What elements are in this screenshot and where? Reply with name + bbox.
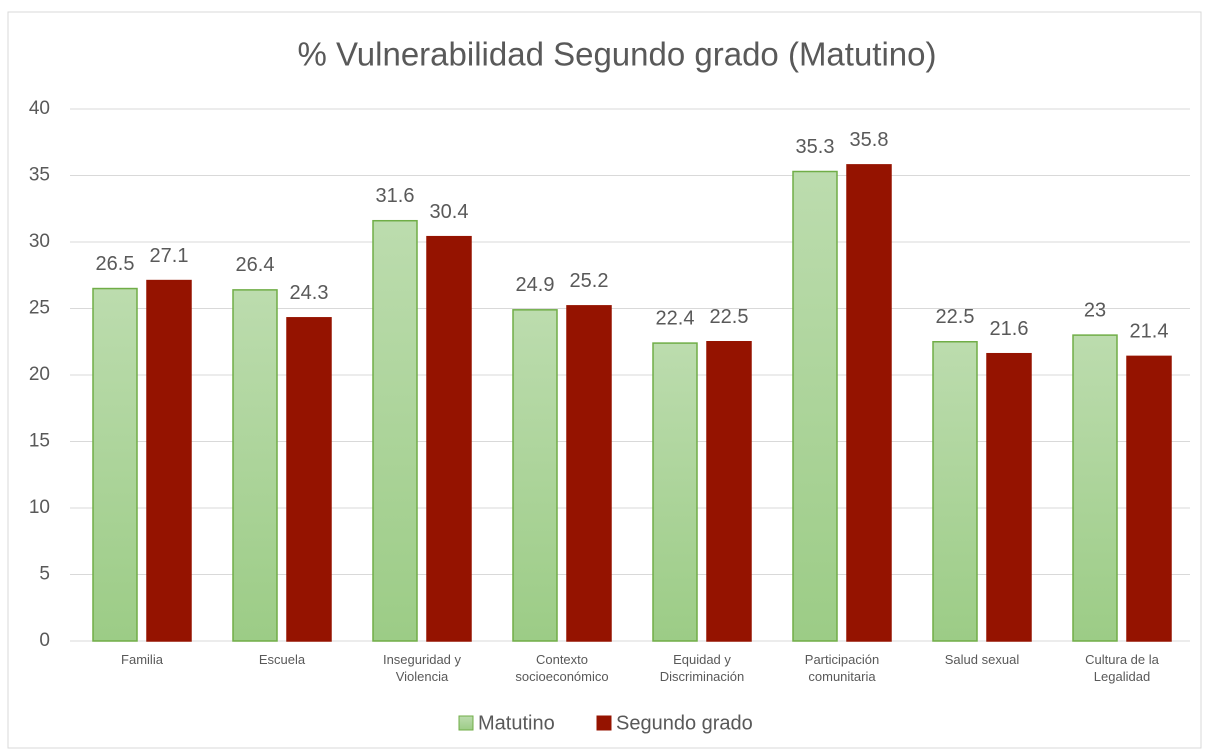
bar xyxy=(566,305,612,642)
value-label: 22.5 xyxy=(710,306,749,328)
y-tick-label: 0 xyxy=(39,630,50,651)
y-tick-label: 20 xyxy=(29,364,50,385)
legend-swatch xyxy=(458,715,474,731)
value-label: 35.3 xyxy=(796,136,835,158)
value-label: 21.4 xyxy=(1130,321,1169,343)
y-tick-label: 35 xyxy=(29,165,50,186)
bar xyxy=(286,317,332,642)
bar xyxy=(652,342,698,642)
bar xyxy=(512,309,558,642)
bar xyxy=(1126,355,1172,642)
bar xyxy=(986,352,1032,642)
y-tick-label: 40 xyxy=(29,98,50,119)
value-label: 22.4 xyxy=(656,307,695,329)
value-label: 24.3 xyxy=(290,282,329,304)
x-tick-label: Equidad y Discriminación xyxy=(659,652,745,684)
legend-swatch xyxy=(596,715,612,731)
bar xyxy=(92,287,138,642)
bar xyxy=(846,164,892,642)
y-tick-label: 10 xyxy=(29,497,50,518)
y-tick-label: 15 xyxy=(29,431,50,452)
legend-label: Matutino xyxy=(478,712,555,734)
value-label: 21.6 xyxy=(990,318,1029,340)
x-tick-label: Participación comunitaria xyxy=(804,652,880,684)
value-label: 23 xyxy=(1084,299,1106,321)
x-tick-label: Inseguridad y Violencia xyxy=(382,652,462,684)
x-tick-label: Escuela xyxy=(258,652,306,667)
x-tick-label: Contexto socioeconómico xyxy=(515,652,609,684)
value-label: 35.8 xyxy=(850,129,889,151)
value-label: 22.5 xyxy=(936,306,975,328)
bar xyxy=(1072,334,1118,642)
y-tick-label: 25 xyxy=(29,298,50,319)
bar xyxy=(372,219,418,642)
x-tick-label: Familia xyxy=(121,652,163,667)
value-label: 26.4 xyxy=(236,254,275,276)
bar xyxy=(146,279,192,642)
y-tick-label: 30 xyxy=(29,231,50,252)
bar xyxy=(792,170,838,642)
bar xyxy=(932,341,978,642)
x-tick-label: Salud sexual xyxy=(944,652,1020,667)
x-tick-label: Cultura de la Legalidad xyxy=(1085,652,1159,684)
value-label: 24.9 xyxy=(516,274,555,296)
value-label: 30.4 xyxy=(430,201,469,223)
value-label: 26.5 xyxy=(96,253,135,275)
legend-label: Segundo grado xyxy=(616,712,753,734)
value-label: 31.6 xyxy=(376,185,415,207)
value-label: 27.1 xyxy=(150,245,189,267)
bar xyxy=(706,341,752,642)
value-label: 25.2 xyxy=(570,270,609,292)
chart-title: % Vulnerabilidad Segundo grado (Matutino… xyxy=(297,36,936,73)
bar xyxy=(426,235,472,642)
bar xyxy=(232,289,278,642)
y-tick-label: 5 xyxy=(39,564,50,585)
